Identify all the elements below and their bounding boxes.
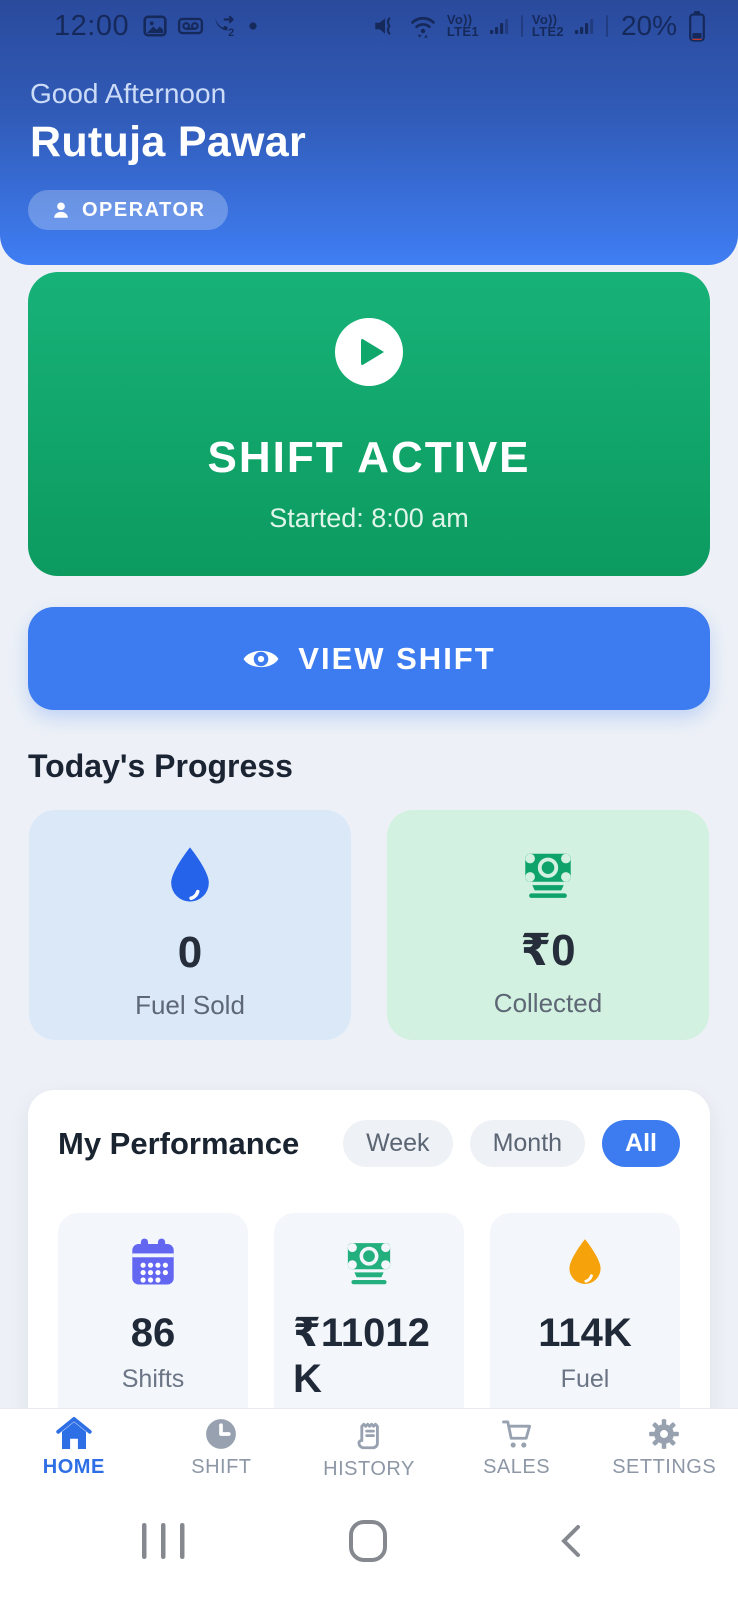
shift-active-card[interactable]: SHIFT ACTIVE Started: 8:00 am (28, 272, 710, 576)
nav-settings[interactable]: SETTINGS (590, 1409, 738, 1483)
todays-progress-title: Today's Progress (28, 748, 293, 784)
recents-button[interactable] (132, 1482, 196, 1600)
nav-shift-label: SHIFT (191, 1456, 252, 1478)
history-receipt-icon (357, 1422, 379, 1450)
nav-sales-label: SALES (483, 1456, 551, 1478)
status-bar-left: 12:00 2 (54, 10, 258, 43)
collected-card[interactable]: ₹0 Collected (387, 810, 709, 1040)
home-button[interactable] (340, 1482, 396, 1600)
play-icon (335, 318, 403, 386)
fuel-value: 114K (538, 1311, 632, 1355)
calendar-icon (132, 1238, 174, 1285)
nav-history-label: HISTORY (323, 1458, 415, 1480)
shifts-label: Shifts (121, 1364, 185, 1393)
status-separator (605, 15, 608, 37)
android-system-nav (0, 1482, 738, 1600)
status-bar: 12:00 2 (0, 0, 738, 52)
shift-status-label: SHIFT ACTIVE (207, 433, 531, 482)
bottom-nav: HOME SHIFT HISTORY SALES (0, 1408, 738, 1483)
notification-dot (249, 22, 257, 30)
todays-progress-row: 0 Fuel Sold ₹0 Collected (29, 810, 709, 1040)
collected-label: Collected (493, 988, 603, 1019)
nav-shift[interactable]: SHIFT (148, 1409, 296, 1483)
header: 12:00 2 (0, 0, 738, 265)
photo-icon (143, 15, 167, 37)
money-value: ₹11012K (293, 1311, 430, 1401)
nav-sales[interactable]: SALES (443, 1409, 591, 1483)
person-icon (54, 202, 68, 218)
cart-icon (501, 1420, 531, 1448)
mute-vibrate-icon (375, 17, 391, 35)
home-icon (56, 1417, 92, 1449)
performance-tabs: Week Month All (343, 1120, 680, 1167)
tab-week[interactable]: Week (343, 1120, 453, 1167)
shifts-value: 86 (130, 1311, 176, 1355)
nav-settings-label: SETTINGS (612, 1456, 717, 1478)
back-button[interactable] (548, 1482, 594, 1600)
fuel-label: Fuel (560, 1364, 610, 1393)
fuel-sold-card[interactable]: 0 Fuel Sold (29, 810, 351, 1040)
sim1-volte-label: Vo)) LTE1 (446, 12, 479, 39)
user-name: Rutuja Pawar (30, 118, 307, 166)
back-icon (561, 1525, 580, 1557)
battery-percent: 20% (620, 10, 677, 41)
eye-icon (243, 650, 279, 667)
nav-history[interactable]: HISTORY (295, 1409, 443, 1483)
nav-home[interactable]: HOME (0, 1409, 148, 1483)
cash-icon (347, 1243, 391, 1285)
tab-all[interactable]: All (602, 1120, 680, 1167)
view-shift-button[interactable]: VIEW SHIFT (28, 607, 710, 710)
fuel-sold-label: Fuel Sold (135, 990, 245, 1021)
shift-started-time: Started: 8:00 am (269, 503, 469, 533)
role-badge: OPERATOR (28, 190, 228, 230)
cash-icon (525, 853, 571, 898)
status-separator (520, 15, 523, 37)
fuel-drop-icon (569, 1239, 601, 1284)
greeting-text: Good Afternoon (30, 78, 227, 109)
status-time: 12:00 (54, 9, 130, 42)
status-bar-right: Vo)) LTE1 Vo)) LTE2 (371, 10, 706, 42)
sim2-signal-bars-icon (574, 19, 594, 34)
tab-month[interactable]: Month (469, 1120, 586, 1167)
performance-title: My Performance (58, 1125, 300, 1161)
role-badge-label: OPERATOR (82, 198, 206, 221)
sim1-signal-bars-icon (489, 19, 509, 34)
svg-text:2: 2 (228, 27, 234, 39)
my-performance-card: My Performance Week Month All (28, 1090, 710, 1462)
view-shift-label: VIEW SHIFT (298, 640, 496, 676)
voicemail-icon (178, 17, 204, 35)
recents-icon (142, 1523, 185, 1559)
home-pill-icon (349, 1520, 387, 1562)
water-drop-icon (171, 847, 209, 902)
nav-home-label: HOME (42, 1456, 105, 1478)
wifi-icon (411, 16, 435, 38)
call-forward-sim2-icon: 2 (215, 15, 234, 39)
fuel-sold-value: 0 (177, 928, 203, 977)
gear-icon (649, 1419, 680, 1449)
sim2-volte-label: Vo)) LTE2 (531, 12, 564, 39)
battery-icon (689, 11, 705, 42)
clock-icon (206, 1419, 237, 1449)
collected-value: ₹0 (520, 926, 576, 975)
